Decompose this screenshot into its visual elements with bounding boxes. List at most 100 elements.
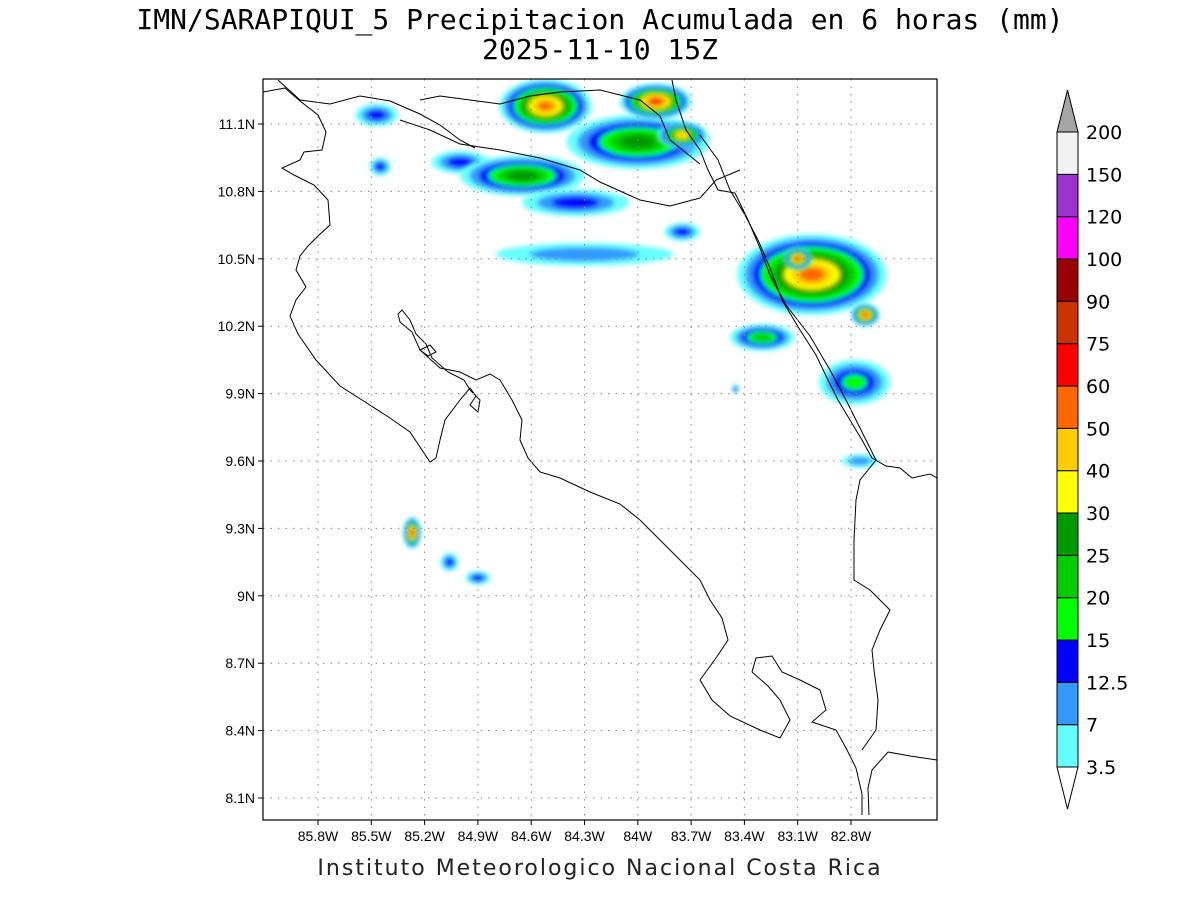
lat-lon-grid	[263, 79, 937, 820]
lat-tick-label: 8.4N	[225, 723, 255, 739]
precip-contour	[863, 312, 868, 317]
colorbar-swatch	[1056, 173, 1079, 218]
border-nicaragua-east	[671, 79, 736, 194]
colorbar-swatch	[1056, 724, 1079, 768]
precip-contour	[677, 132, 687, 138]
colorbar-label: 120	[1086, 207, 1122, 229]
precip-contour	[472, 574, 484, 581]
precip-cell	[403, 517, 422, 549]
precip-contour	[529, 247, 640, 262]
coastline-borders	[263, 79, 937, 816]
colorbar-label: 3.5	[1086, 757, 1116, 779]
precip-cell	[657, 121, 708, 149]
lat-tick-label: 8.1N	[225, 790, 255, 806]
colorbar-swatch	[1056, 554, 1079, 599]
precip-cell	[440, 553, 459, 572]
precip-contour	[733, 387, 738, 392]
colorbar-label: 40	[1086, 461, 1110, 483]
colorbar-legend: 3.5 7 12.5 15 20 25 30 40 50 60 75 90 100 120 150 200	[1056, 89, 1128, 810]
colorbar-swatch	[1056, 131, 1079, 175]
precip-cell	[842, 454, 878, 468]
precip-contour	[375, 162, 385, 171]
border-panama	[734, 192, 891, 751]
lon-tick-label: 84W	[623, 828, 653, 844]
precip-cell	[499, 79, 592, 133]
precip-cell	[369, 157, 391, 176]
colorbar-swatch	[1056, 216, 1079, 260]
colorbar-label: 60	[1086, 376, 1110, 398]
colorbar-label: 12.5	[1086, 672, 1128, 694]
precip-cell	[465, 571, 491, 585]
colorbar-label: 30	[1086, 503, 1110, 525]
lat-tick-label: 10.2N	[218, 318, 255, 334]
lon-tick-label: 85.2W	[404, 828, 445, 844]
precip-contour	[445, 558, 454, 567]
axis-labels: 85.8W 85.5W 85.2W 84.9W 84.6W 84.3W 84W 83.7W 83…	[218, 116, 872, 844]
credit-line: Instituto Meteorologico Nacional Costa R…	[317, 856, 883, 881]
colorbar-swatch	[1056, 258, 1079, 302]
lon-tick-label: 83.7W	[671, 828, 712, 844]
lat-tick-label: 9.3N	[225, 520, 255, 536]
map-frame	[262, 78, 938, 821]
precip-cell	[730, 323, 795, 351]
colorbar-label: 50	[1086, 418, 1110, 440]
lat-tick-label: 9.9N	[225, 386, 255, 402]
precip-cell	[355, 103, 398, 127]
colorbar-label: 20	[1086, 588, 1110, 610]
lon-tick-label: 83.1W	[777, 828, 818, 844]
lat-tick-label: 10.8N	[218, 183, 255, 199]
precip-contour	[507, 170, 538, 181]
precip-cell	[664, 222, 700, 241]
lat-tick-label: 9.6N	[225, 453, 255, 469]
colorbar-over-arrow	[1056, 89, 1079, 133]
precip-contour	[367, 110, 387, 121]
lat-tick-label: 9N	[237, 588, 255, 604]
colorbar-swatch	[1056, 385, 1079, 429]
precip-contour	[842, 374, 867, 391]
colorbar-under-arrow	[1056, 766, 1079, 810]
colorbar-label: 7	[1086, 715, 1098, 737]
precip-contour	[551, 196, 600, 209]
precip-contour	[799, 267, 825, 282]
coastline-guanacaste	[263, 87, 937, 816]
colorbar-label: 90	[1086, 291, 1110, 313]
lake-nicaragua-shore	[419, 89, 701, 165]
island-chira	[419, 344, 437, 357]
precip-contour	[537, 101, 554, 111]
precip-contour	[753, 333, 772, 342]
precip-cell	[460, 155, 585, 196]
colorbar-label: 15	[1086, 630, 1110, 652]
precip-contour	[620, 135, 656, 149]
lon-tick-label: 84.3W	[564, 828, 605, 844]
colorbar-swatch	[1056, 300, 1079, 345]
map-valid-time: 2025-11-10 15Z	[481, 33, 718, 66]
precipitation-field	[355, 79, 891, 585]
lon-tick-label: 84.6W	[511, 828, 552, 844]
map-title: IMN/SARAPIQUI_5 Precipitacion Acumulada …	[136, 3, 1064, 36]
precip-cell	[851, 303, 880, 327]
precip-contour	[848, 456, 871, 466]
precip-cell	[819, 359, 891, 405]
lat-tick-label: 8.7N	[225, 655, 255, 671]
colorbar-swatch	[1056, 470, 1079, 514]
colorbar-label: 200	[1086, 122, 1122, 144]
colorbar-label: 75	[1086, 334, 1110, 356]
lon-tick-label: 84.9W	[458, 828, 499, 844]
lon-tick-label: 85.8W	[298, 828, 339, 844]
precip-contour	[410, 530, 415, 536]
border-nicaragua	[399, 119, 741, 207]
colorbar-label: 150	[1086, 164, 1122, 186]
colorbar-label: 25	[1086, 545, 1110, 567]
precip-contour	[795, 256, 800, 261]
lon-tick-label: 82.8W	[831, 828, 872, 844]
precip-contour	[447, 157, 473, 168]
precip-cell	[495, 243, 674, 266]
lat-tick-label: 11.1N	[219, 116, 255, 132]
coastline-pacific-north	[277, 79, 476, 149]
colorbar-label: 100	[1086, 249, 1122, 271]
colorbar-swatch	[1056, 343, 1079, 387]
precip-cell	[731, 384, 740, 394]
colorbar-swatch	[1056, 681, 1079, 726]
colorbar-swatch	[1056, 512, 1079, 556]
colorbar-swatch	[1056, 597, 1079, 641]
